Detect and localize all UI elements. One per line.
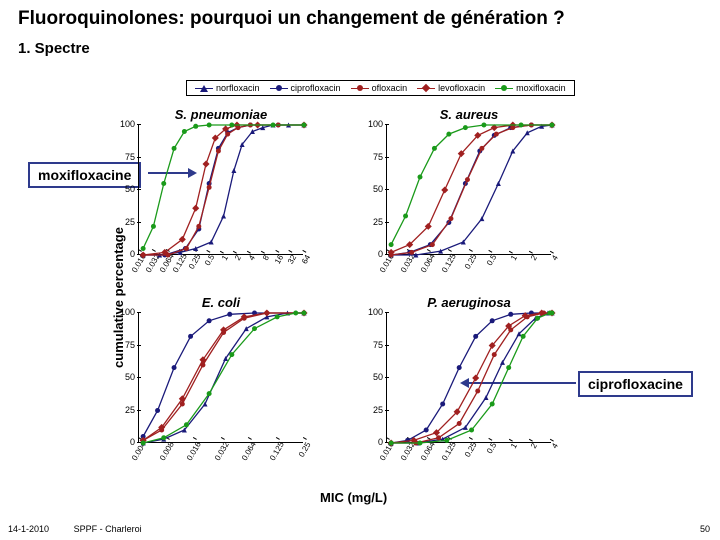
- annotation-ciprofloxacine: ciprofloxacine: [578, 371, 693, 397]
- panel-title: E. coli: [139, 295, 303, 310]
- slide-title: Fluoroquinolones: pourquoi un changement…: [18, 8, 565, 30]
- panel-title: S. pneumoniae: [139, 107, 303, 122]
- slide-subtitle: 1. Spectre: [18, 40, 90, 57]
- footer-left: 14-1-2010 SPPF - Charleroi: [8, 524, 142, 534]
- panel-title: P. aeruginosa: [387, 295, 551, 310]
- x-axis-label: MIC (mg/L): [320, 490, 387, 505]
- chart-panel: S. aureus02550751000.0160.0320.0640.1250…: [386, 125, 551, 255]
- chart-panel: E. coli02550751000.0040.0080.0160.0320.0…: [138, 313, 303, 443]
- footer-place: SPPF - Charleroi: [74, 524, 142, 534]
- footer-page-number: 50: [700, 524, 710, 534]
- chart-panel: P. aeruginosa02550751000.0160.0320.0640.…: [386, 313, 551, 443]
- chart-panel: S. pneumoniae02550751000.0160.0320.0640.…: [138, 125, 303, 255]
- chart-legend: norfloxacinciprofloxacinofloxacinlevoflo…: [186, 80, 575, 96]
- panel-title: S. aureus: [387, 107, 551, 122]
- footer-date: 14-1-2010: [8, 524, 49, 534]
- y-axis-label: cumulative percentage: [111, 227, 126, 368]
